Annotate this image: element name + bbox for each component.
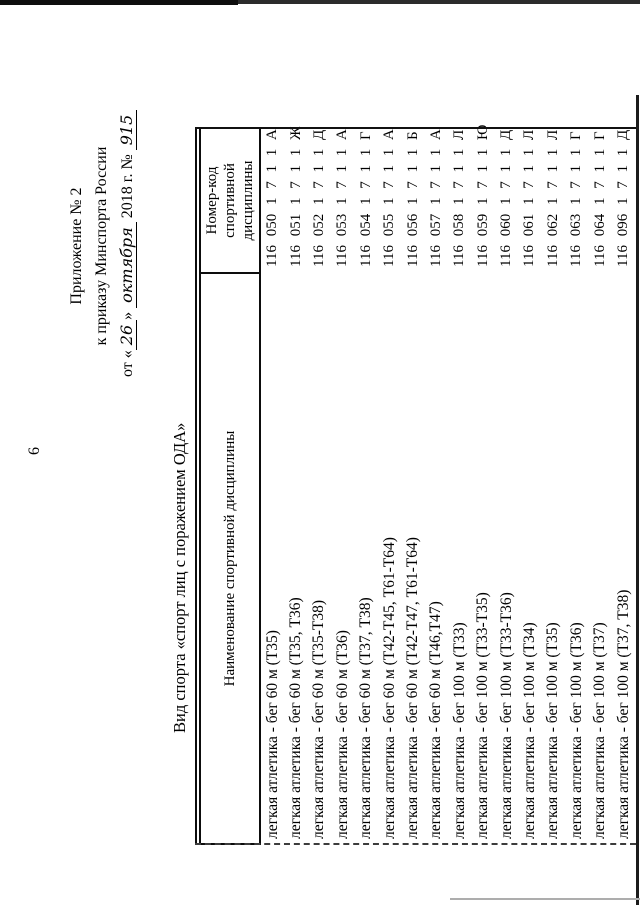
discipline-code-cell: 116 051 1 7 1 1 Ж: [287, 126, 304, 267]
order-date-line: от «26» октября 2018 г. № 915: [114, 109, 140, 377]
table-header-row: Наименование спортивной дисциплины Номер…: [199, 127, 261, 845]
table-left-border: [195, 843, 636, 845]
scan-artifact-top-dark-segment: [0, 0, 238, 5]
discipline-name-cell: легкая атлетика - бег 100 м (Т35): [544, 622, 562, 839]
column-header-discipline-name: Наименование спортивной дисциплины: [199, 272, 261, 845]
discipline-code-cell: 116 096 1 7 1 1 Д: [615, 129, 632, 267]
date-year: 2018 г. №: [119, 154, 136, 219]
date-prefix: от «: [119, 350, 136, 377]
discipline-code-cell: 116 055 1 7 1 1 А: [381, 129, 398, 267]
discipline-code-cell: 116 052 1 7 1 1 Д: [310, 129, 327, 267]
table-row: легкая атлетика - бег 60 м (Т35-Т38) 116 …: [308, 127, 331, 845]
discipline-code-cell: 116 063 1 7 1 1 Г: [568, 131, 585, 267]
discipline-name-cell: легкая атлетика - бег 60 м (Т35): [263, 630, 281, 839]
discipline-name-cell: легкая атлетика - бег 100 м (Т33-Т35): [474, 592, 492, 839]
table-body: легкая атлетика - бег 60 м (Т35) 116 050 …: [261, 124, 635, 845]
discipline-name-cell: легкая атлетика - бег 60 м (Т35, Т36): [287, 597, 305, 839]
discipline-name-cell: легкая атлетика - бег 100 м (Т37): [591, 622, 609, 839]
handwritten-order-number: 915: [117, 109, 137, 151]
discipline-name-cell: легкая атлетика - бег 60 м (Т37, Т38): [357, 597, 375, 839]
table-row: легкая атлетика - бег 60 м (Т37, Т38) 116…: [355, 127, 378, 845]
discipline-code-cell: 116 050 1 7 1 1 А: [264, 129, 281, 267]
table-row: легкая атлетика - бег 100 м (Т36) 116 063…: [565, 127, 588, 845]
discipline-name-cell: легкая атлетика - бег 60 м (Т42-Т45, Т61…: [380, 537, 398, 839]
discipline-code-cell: 116 057 1 7 1 1 А: [427, 129, 444, 267]
table-row: легкая атлетика - бег 100 м (Т33-Т36) 116…: [495, 127, 518, 845]
page-number: 6: [26, 447, 43, 455]
scan-artifact-bottom-gray-line: [450, 898, 640, 900]
discipline-name-cell: легкая атлетика - бег 60 м (Т35-Т38): [310, 599, 328, 839]
appendix-title: Приложение № 2: [68, 187, 85, 305]
discipline-name-cell: легкая атлетика - бег 60 м (Т46,Т47): [427, 601, 445, 839]
scan-artifact-page-edge-line: [636, 95, 639, 905]
discipline-name-cell: легкая атлетика - бег 100 м (Т37, Т38): [614, 589, 632, 839]
discipline-code-cell: 116 059 1 7 1 1 Ю: [474, 124, 491, 267]
disciplines-table: Наименование спортивной дисциплины Номер…: [195, 124, 636, 845]
table-right-border: [195, 127, 636, 129]
discipline-code-cell: 116 058 1 7 1 1 Л: [451, 129, 468, 267]
table-row: легкая атлетика - бег 100 м (Т37, Т38) 11…: [612, 127, 635, 845]
table-row: легкая атлетика - бег 100 м (Т33-Т35) 116…: [472, 124, 495, 845]
table-row: легкая атлетика - бег 100 м (Т37) 116 064…: [588, 127, 611, 845]
table-row: легкая атлетика - бег 100 м (Т35) 116 062…: [542, 127, 565, 845]
discipline-name-cell: легкая атлетика - бег 100 м (Т34): [520, 622, 538, 839]
discipline-code-cell: 116 064 1 7 1 1 Г: [591, 131, 608, 267]
table-row: легкая атлетика - бег 60 м (Т46,Т47) 116 …: [425, 127, 448, 845]
discipline-name-cell: легкая атлетика - бег 100 м (Т36): [567, 622, 585, 839]
column-header-discipline-code: Номер-код спортивной дисциплины: [199, 127, 261, 274]
scan-artifact-top-strip: [0, 0, 640, 4]
table-row: легкая атлетика - бег 60 м (Т35) 116 050 …: [261, 127, 284, 845]
discipline-name-cell: легкая атлетика - бег 100 м (Т33): [450, 622, 468, 839]
discipline-name-cell: легкая атлетика - бег 60 м (Т42-Т47, Т61…: [404, 537, 422, 839]
discipline-code-cell: 116 060 1 7 1 1 Д: [498, 129, 515, 267]
date-close-quote: »: [119, 311, 136, 320]
table-row: легкая атлетика - бег 60 м (Т36) 116 053 …: [331, 127, 354, 845]
order-reference: к приказу Минспорта России: [93, 146, 110, 346]
discipline-code-cell: 116 056 1 7 1 1 Б: [404, 131, 421, 267]
discipline-code-cell: 116 062 1 7 1 1 Л: [544, 129, 561, 267]
appendix-header-block: Приложение № 2 к приказу Минспорта Росси…: [64, 109, 140, 377]
discipline-code-cell: 116 053 1 7 1 1 А: [334, 129, 351, 267]
handwritten-month: октября: [117, 222, 137, 308]
table-row: легкая атлетика - бег 60 м (Т42-Т45, Т61…: [378, 127, 401, 845]
handwritten-day: 26: [117, 319, 137, 351]
discipline-code-cell: 116 054 1 7 1 1 Г: [357, 131, 374, 267]
discipline-name-cell: легкая атлетика - бег 60 м (Т36): [333, 630, 351, 839]
discipline-name-cell: легкая атлетика - бег 100 м (Т33-Т36): [497, 592, 515, 839]
table-row: легкая атлетика - бег 100 м (Т34) 116 061…: [518, 127, 541, 845]
table-row: легкая атлетика - бег 100 м (Т33) 116 058…: [448, 127, 471, 845]
table-caption-sport-type: Вид спорта «спорт лиц с поражением ОДА»: [170, 422, 189, 733]
table-row: легкая атлетика - бег 60 м (Т42-Т47, Т61…: [401, 127, 424, 845]
discipline-code-cell: 116 061 1 7 1 1 Л: [521, 129, 538, 267]
table-row: легкая атлетика - бег 60 м (Т35, Т36) 116…: [284, 127, 307, 845]
